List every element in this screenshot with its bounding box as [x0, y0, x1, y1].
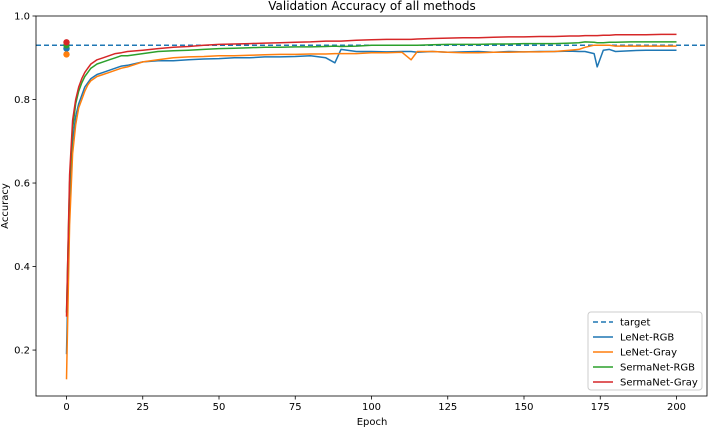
plot-area [36, 33, 707, 380]
y-tick-label: 0.4 [14, 262, 30, 273]
series-line-lenet-gray [65, 44, 677, 380]
x-axis-title: Epoch [357, 417, 388, 427]
x-tick-label: 75 [289, 402, 302, 413]
x-tick-label: 150 [514, 402, 533, 413]
legend-label: target [620, 318, 650, 329]
y-tick-label: 1.0 [14, 12, 30, 23]
series-line-sermanet-rgb [65, 41, 677, 313]
series-line-sermanet-gray [65, 33, 677, 317]
y-tick-label: 0.8 [14, 95, 30, 106]
legend-label: SermaNet-Gray [620, 378, 698, 389]
y-tick-label: 0.2 [14, 346, 30, 357]
series-line-lenet-rgb [65, 48, 677, 355]
x-tick-label: 50 [213, 402, 226, 413]
legend-label: LeNet-RGB [620, 333, 674, 344]
x-tick-label: 25 [136, 402, 149, 413]
legend-label: LeNet-Gray [620, 348, 677, 359]
x-axis: 0 25 50 75 100 125 150 175 200 [63, 396, 686, 413]
x-tick-label: 175 [591, 402, 610, 413]
legend-box [587, 311, 703, 391]
best-marker-lenet-gray [63, 51, 70, 58]
legend: target LeNet-RGB LeNet-Gray SermaNet-RGB Ser… [587, 311, 703, 391]
x-tick-label: 125 [438, 402, 457, 413]
y-tick-label: 0.6 [14, 179, 30, 190]
x-tick-label: 100 [362, 402, 381, 413]
best-marker-sermanet-gray [63, 39, 70, 46]
x-tick-label: 0 [63, 402, 69, 413]
y-axis-title: Accuracy [0, 183, 11, 229]
x-tick-label: 200 [667, 402, 686, 413]
chart-title: Validation Accuracy of all methods [268, 0, 475, 13]
legend-label: SermaNet-RGB [620, 363, 695, 374]
y-axis: 0.2 0.4 0.6 0.8 1.0 [14, 12, 36, 357]
